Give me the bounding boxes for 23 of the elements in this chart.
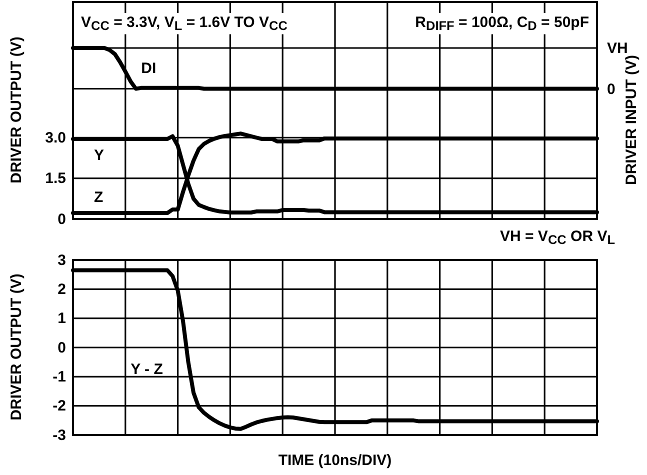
y-axis-title: DRIVER OUTPUT (V) [8,274,25,420]
y-tick-label: -1 [52,368,66,386]
y-tick-label: 1.5 [45,170,66,188]
x-axis-title: TIME (10ns/DIV) [278,452,392,469]
y-tick-label: 3.0 [45,129,66,146]
y-axis-title: DRIVER OUTPUT (V) [8,36,25,184]
y-tick-label: -3 [52,426,66,444]
y-tick-label: 0 [58,210,66,228]
text: VH = V$_{CC}$ OR V$_{L}$ [500,228,616,248]
y-tick-label: 3 [58,252,66,269]
series-label: DI [141,60,156,77]
series-label: Y [94,146,104,164]
annotation: V$_{CC}$ = 3.3V, V$_{L}$ = 1.6V TO V$_{CC}$ [81,14,288,34]
text: VH [607,40,628,57]
text: 0 [607,80,616,98]
annotation: R$_{DIFF}$ = 100Ω, C$_{D}$ = 50pF [415,14,589,34]
y-axis-title: DRIVER INPUT (V) [623,54,640,186]
y-tick-label: 1 [58,310,66,328]
y-tick-label: 0 [58,339,66,356]
series-label: Z [94,189,104,206]
series-label: Y - Z [130,361,163,378]
y-tick-label: 2 [58,280,66,298]
y-tick-label: -2 [52,398,66,415]
